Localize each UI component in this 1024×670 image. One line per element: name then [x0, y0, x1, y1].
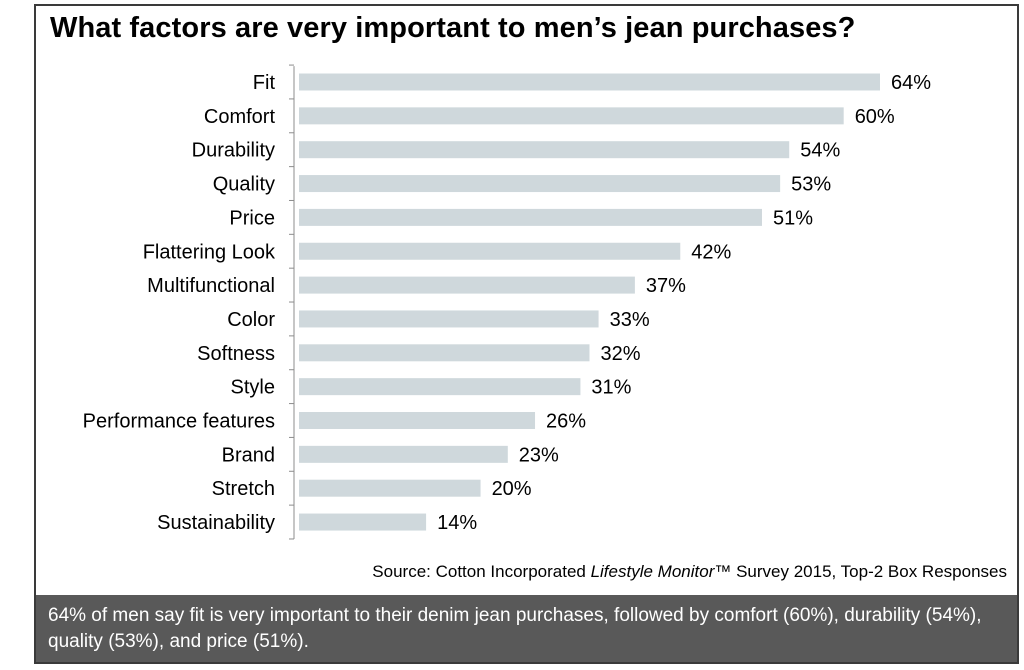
source-note: Source: Cotton Incorporated Lifestyle Mo…: [372, 562, 1007, 582]
bar: [299, 310, 599, 328]
value-label: 14%: [437, 512, 477, 534]
value-label: 53%: [791, 174, 831, 196]
category-label: Stretch: [212, 478, 275, 500]
category-label: Sustainability: [157, 512, 275, 534]
value-label: 23%: [519, 444, 559, 466]
bar: [299, 175, 781, 193]
value-label: 60%: [855, 106, 895, 128]
category-label: Price: [229, 207, 275, 229]
category-label: Color: [227, 309, 275, 331]
category-label: Comfort: [204, 106, 276, 128]
category-label: Quality: [213, 174, 275, 196]
category-label: Flattering Look: [143, 241, 276, 263]
chart-title: What factors are very important to men’s…: [50, 12, 856, 44]
category-label: Performance features: [83, 411, 275, 433]
chart-frame: What factors are very important to men’s…: [34, 4, 1019, 664]
source-italic: Lifestyle Monitor: [590, 562, 715, 581]
value-label: 42%: [691, 241, 731, 263]
bar: [299, 208, 762, 226]
category-label: Softness: [197, 343, 275, 365]
bar: [299, 73, 880, 91]
bar: [299, 141, 790, 159]
value-label: 26%: [546, 411, 586, 433]
value-label: 37%: [646, 275, 686, 297]
category-label: Multifunctional: [147, 275, 275, 297]
value-label: 20%: [492, 478, 532, 500]
bar: [299, 344, 590, 362]
value-label: 64%: [891, 72, 931, 94]
value-label: 51%: [773, 207, 813, 229]
value-label: 32%: [601, 343, 641, 365]
category-label: Style: [231, 377, 275, 399]
bar: [299, 242, 681, 260]
category-label: Durability: [192, 140, 275, 162]
bar-chart: Fit 64% Comfort 60% Durability 54% Quality 53% P…: [83, 64, 931, 540]
bar: [299, 513, 427, 531]
value-label: 33%: [610, 309, 650, 331]
summary-footer: 64% of men say fit is very important to …: [36, 595, 1017, 662]
source-suffix: ™ Survey 2015, Top-2 Box Responses: [714, 562, 1007, 581]
value-label: 54%: [800, 140, 840, 162]
bar: [299, 479, 481, 497]
value-label: 31%: [591, 377, 631, 399]
bar: [299, 378, 581, 396]
source-prefix: Source: Cotton Incorporated: [372, 562, 591, 581]
bar: [299, 107, 844, 125]
bar: [299, 276, 635, 294]
category-label: Fit: [253, 72, 276, 94]
category-label: Brand: [222, 444, 275, 466]
bar: [299, 445, 508, 463]
bar: [299, 412, 536, 429]
